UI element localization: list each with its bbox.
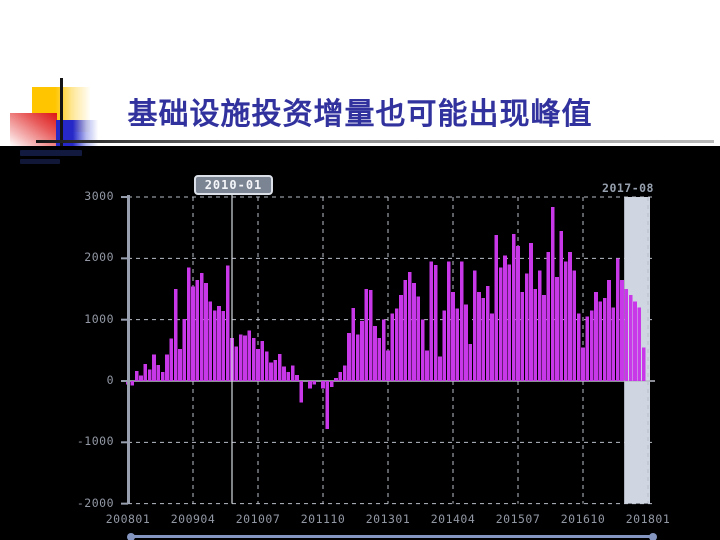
cursor-date-label: 2010-01 — [204, 178, 263, 192]
x-tick-label: 200904 — [170, 512, 216, 526]
y-tick-label: 1000 — [84, 311, 114, 326]
page-title: 基础设施投资增量也可能出现峰值 — [127, 98, 593, 131]
chart-panel: 2010-01 2017-08 3000 2000 1000 0 -1000 -2000 2… — [0, 146, 720, 540]
faint-watermark — [20, 159, 60, 164]
y-tick-label: -2000 — [76, 495, 114, 510]
decor-vertical-line — [60, 78, 63, 148]
x-tick-label: 200801 — [105, 512, 151, 526]
x-tick-label: 201007 — [235, 512, 281, 526]
slider-right-handle[interactable] — [649, 532, 657, 540]
chart-plot[interactable] — [0, 146, 720, 540]
latest-date-label: 2017-08 — [602, 181, 654, 195]
x-tick-label: 201801 — [625, 512, 671, 526]
x-tick-label: 201301 — [365, 512, 411, 526]
slider-left-handle[interactable] — [127, 532, 135, 540]
x-tick-label: 201610 — [560, 512, 606, 526]
y-tick-label: 3000 — [84, 189, 114, 204]
cursor-date-tooltip: 2010-01 — [194, 175, 273, 195]
y-tick-label: 0 — [106, 373, 114, 387]
y-tick-label: 2000 — [84, 250, 114, 265]
x-tick-label: 201404 — [430, 512, 476, 526]
y-tick-label: -1000 — [76, 434, 114, 449]
x-tick-label: 201110 — [300, 512, 346, 526]
x-tick-label: 201507 — [495, 512, 541, 526]
title-divider — [36, 140, 714, 143]
time-range-slider[interactable] — [128, 535, 655, 538]
faint-watermark — [20, 150, 82, 156]
